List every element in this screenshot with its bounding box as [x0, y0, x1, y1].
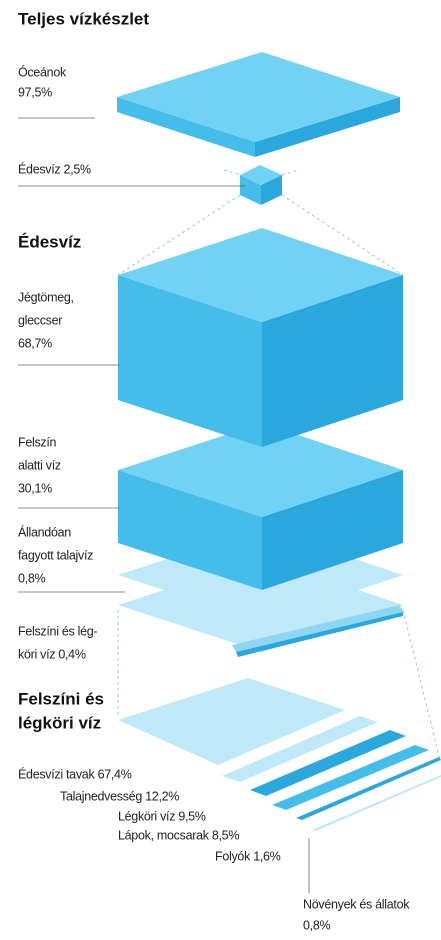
life-strip	[312, 775, 441, 831]
surface-stripe	[236, 612, 403, 657]
guide	[281, 169, 299, 176]
label: Folyók 1,6%	[215, 849, 281, 863]
shapes	[18, 52, 441, 893]
ocean-left	[117, 97, 255, 157]
label: Felszíni és lég-	[18, 624, 97, 638]
label: Felszín	[18, 435, 57, 449]
ocean-top	[117, 52, 400, 142]
ice-right	[262, 275, 403, 447]
ground-left	[118, 470, 262, 590]
label: Talajnedvesség 12,2%	[60, 789, 179, 803]
label: Édesvízi tavak 67,4%	[18, 766, 132, 781]
title: Édesvíz	[18, 232, 81, 251]
label: 0,8%	[18, 571, 45, 585]
lakes-plate	[118, 678, 345, 765]
ocean-right	[255, 97, 400, 157]
soil-strip	[222, 716, 378, 782]
label: Édesvíz 2,5%	[18, 161, 91, 176]
ice-left	[118, 275, 262, 447]
label: köri víz 0,4%	[18, 647, 86, 661]
surface-stripe	[232, 605, 403, 652]
label: Növények és állatok	[303, 897, 410, 911]
guide	[402, 609, 441, 761]
label: Állandóan	[18, 524, 71, 539]
ground-top	[118, 423, 403, 517]
ground-right	[262, 470, 403, 590]
label: 30,1%	[18, 481, 52, 495]
small-cube-top	[240, 165, 282, 185]
label: fagyott talajvíz	[18, 548, 93, 562]
label: 68,7%	[18, 336, 52, 350]
river-strip	[296, 757, 441, 820]
marsh-strip	[272, 745, 429, 810]
title: légköri víz	[18, 713, 101, 732]
guide	[223, 169, 241, 176]
ice-top	[118, 228, 403, 322]
air-strip	[250, 730, 406, 796]
guide	[281, 194, 404, 276]
label: Óceánok	[18, 64, 67, 79]
label: 97,5%	[18, 85, 52, 99]
texts: Teljes vízkészlet Óceánok 97,5% Édesvíz …	[18, 9, 411, 932]
label: 0,8%	[303, 918, 330, 932]
title: Felszíni és	[18, 689, 104, 708]
label: Lápok, mocsarak 8,5%	[118, 828, 239, 842]
label: alatti víz	[18, 458, 61, 472]
title: Teljes vízkészlet	[18, 9, 149, 28]
label: gleccser	[18, 313, 62, 327]
guide	[117, 194, 241, 276]
label: Légköri víz 9,5%	[118, 809, 206, 823]
label: Jégtömeg,	[18, 290, 74, 304]
